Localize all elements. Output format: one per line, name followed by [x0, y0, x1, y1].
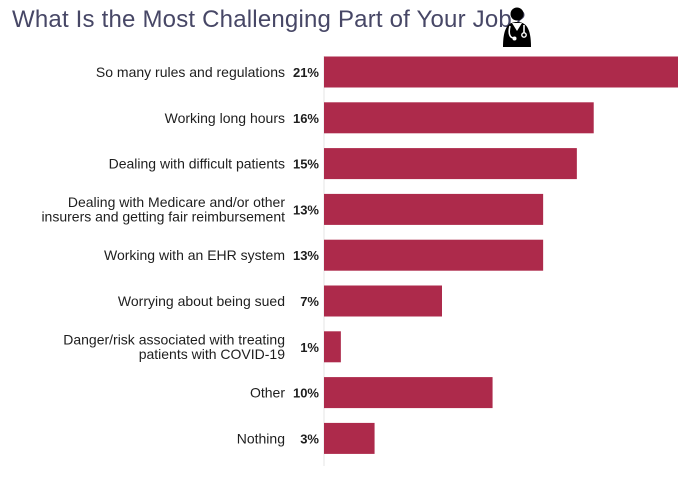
bar [324, 56, 678, 88]
category-label: Nothing [237, 430, 285, 446]
category-label: Other [250, 385, 285, 401]
bar [324, 148, 577, 180]
category-label: Danger/risk associated with treating pati… [63, 332, 285, 363]
category-label: Worrying about being sued [118, 293, 285, 309]
chart-title: What Is the Most Challenging Part of You… [12, 6, 526, 33]
bar [324, 239, 544, 271]
data-label: 10% [293, 386, 319, 401]
data-label: 3% [300, 431, 319, 446]
bar [324, 102, 594, 134]
bar [324, 422, 375, 454]
category-label: So many rules and regulations [96, 64, 285, 80]
bar [324, 377, 493, 409]
category-label: Dealing with difficult patients [109, 156, 285, 172]
bar [324, 193, 544, 225]
data-label: 1% [300, 340, 319, 355]
category-label: Dealing with Medicare and/or other insure… [41, 194, 285, 225]
data-label: 16% [293, 111, 319, 126]
data-label: 15% [293, 157, 319, 172]
data-label: 7% [300, 294, 319, 309]
doctor-stethoscope-icon [503, 7, 531, 47]
data-label: 21% [293, 65, 319, 80]
category-label: Working long hours [165, 110, 285, 126]
bar [324, 285, 442, 317]
bar [324, 331, 341, 363]
data-label: 13% [293, 248, 319, 263]
data-label: 13% [293, 202, 319, 217]
category-label: Working with an EHR system [104, 247, 285, 263]
